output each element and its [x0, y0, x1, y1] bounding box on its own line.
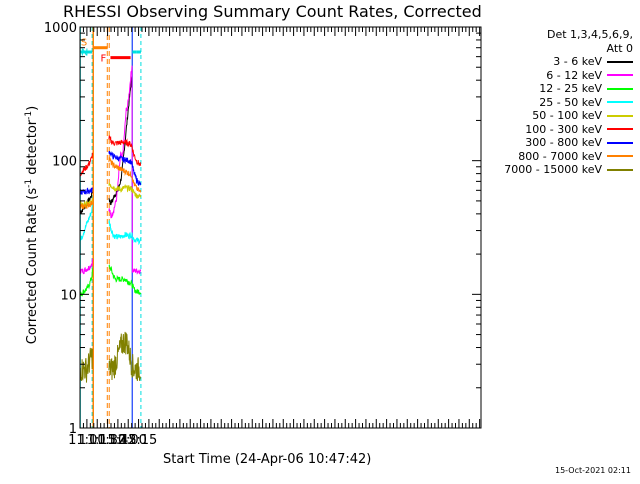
legend-entry-8: 7000 - 15000 keV — [504, 163, 633, 177]
series-line-5 — [79, 135, 142, 177]
series-line-7 — [79, 156, 142, 210]
x-tick-label-2: 11:30 — [89, 433, 126, 448]
legend-entry-7: 800 - 7000 keV — [504, 150, 633, 164]
flare-label: F — [100, 54, 106, 65]
legend-swatch-3 — [607, 101, 633, 104]
y-axis-label-text-1: Corrected Count Rate (s — [25, 187, 41, 345]
legend-swatch-7 — [607, 155, 633, 158]
legend-label-4: 50 - 100 keV — [532, 109, 602, 122]
legend: Det 1,3,4,5,6,9, Att 0 3 - 6 keV 6 - 12 k… — [504, 28, 633, 177]
legend-label-8: 7000 - 15000 keV — [504, 163, 602, 176]
timestamp: 15-Oct-2021 02:11 — [555, 466, 631, 475]
x-tick-label-4: 12:00 — [109, 433, 146, 448]
y-axis-label-sup-1: -1 — [23, 178, 34, 188]
legend-swatch-2 — [607, 87, 633, 90]
night-label: N — [81, 48, 88, 59]
y-tick-label-2: 100 — [52, 155, 77, 170]
legend-entry-0: 3 - 6 keV — [504, 55, 633, 69]
legend-swatch-8 — [607, 168, 633, 171]
series-line-1 — [79, 65, 142, 275]
chart-title: RHESSI Observing Summary Count Rates, Co… — [63, 2, 482, 21]
x-tick-label-3: 11:45 — [99, 433, 136, 448]
legend-entry-6: 300 - 800 keV — [504, 136, 633, 150]
plot-frame — [79, 26, 482, 429]
legend-label-2: 12 - 25 keV — [539, 82, 602, 95]
legend-label-1: 6 - 12 keV — [546, 68, 602, 82]
y-tick-label-1: 10 — [60, 288, 77, 303]
series-line-2 — [79, 264, 142, 297]
y-tick-label-0: 1 — [69, 422, 77, 437]
legend-swatch-1 — [607, 74, 633, 77]
legend-label-0: 3 - 6 keV — [553, 55, 602, 68]
legend-header-line-2: Att 0 — [606, 41, 633, 55]
saa-label: S — [81, 38, 87, 49]
x-axis-label: Start Time (24-Apr-06 10:47:42) — [163, 452, 372, 467]
legend-label-7: 800 - 7000 keV — [518, 149, 602, 163]
legend-label-3: 25 - 50 keV — [539, 95, 602, 109]
legend-entry-2: 12 - 25 keV — [504, 82, 633, 96]
x-tick-label-1: 11:15 — [78, 433, 115, 448]
y-axis-label-sup-2: -1 — [23, 110, 34, 120]
series-line-8 — [79, 331, 142, 383]
y-axis-label: Corrected Count Rate (s-1 detector-1) — [24, 106, 40, 344]
legend-label-6: 300 - 800 keV — [525, 136, 602, 149]
legend-rows: 3 - 6 keV 6 - 12 keV 12 - 25 keV 25 - 50 ke… — [504, 55, 633, 177]
y-axis-label-text-3: ) — [25, 105, 41, 111]
legend-header-line-1: Det 1,3,4,5,6,9, — [546, 28, 633, 41]
legend-swatch-6 — [607, 141, 633, 144]
legend-swatch-5 — [607, 128, 633, 131]
legend-swatch-0 — [607, 60, 633, 63]
series-line-3 — [79, 204, 142, 246]
x-tick-label-0: 11:00 — [68, 433, 105, 448]
legend-swatch-4 — [607, 114, 633, 117]
y-tick-label-3: 1000 — [44, 21, 77, 36]
legend-entry-5: 100 - 300 keV — [504, 123, 633, 137]
legend-label-5: 100 - 300 keV — [525, 122, 602, 136]
x-tick-label-5: 12:15 — [120, 433, 157, 448]
legend-entry-1: 6 - 12 keV — [504, 69, 633, 83]
y-axis-label-text-2: detector — [25, 119, 41, 179]
legend-entry-3: 25 - 50 keV — [504, 96, 633, 110]
legend-entry-4: 50 - 100 keV — [504, 109, 633, 123]
